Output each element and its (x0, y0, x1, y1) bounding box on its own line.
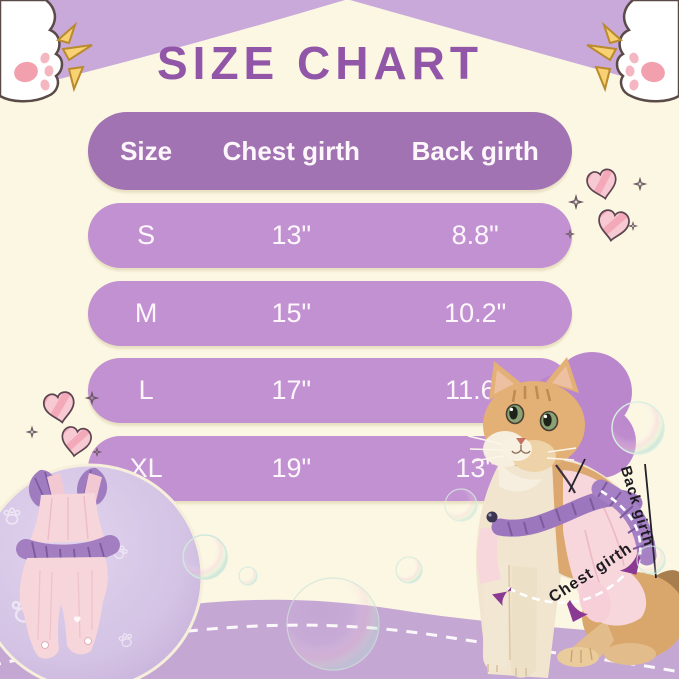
header-chest-girth: Chest girth (222, 135, 360, 166)
waist-ruffle (16, 535, 120, 565)
cell-size: S (137, 220, 156, 250)
cell-back: 8.8" (451, 220, 499, 250)
decor-hearts-right (566, 166, 646, 245)
bell-highlight (488, 513, 492, 517)
cat-hind-foot (566, 620, 614, 666)
bubble-icon (286, 577, 380, 671)
snap-button (84, 637, 92, 645)
bubble-icon (636, 545, 666, 575)
heart-icon (584, 166, 621, 203)
cat-front-leg (483, 560, 509, 670)
shoulder-ruffle (28, 469, 59, 508)
bubble-icon (238, 566, 258, 586)
cat-paw (557, 647, 599, 667)
cell-back: 10.2" (444, 298, 507, 328)
header-size: Size (120, 135, 173, 166)
sparkle-icon (566, 178, 646, 238)
cat-toe-lines (487, 664, 527, 676)
leg-divider (508, 564, 511, 661)
cell-size: M (134, 298, 158, 328)
heart-embroidery (74, 616, 81, 623)
cell-chest: 19" (271, 453, 312, 483)
bubble-icon (611, 401, 665, 455)
garment-strap (47, 473, 66, 501)
header-back-girth: Back girth (411, 135, 539, 166)
cell-chest: 17" (271, 375, 312, 405)
page-title: SIZE CHART (157, 37, 483, 89)
product-garment (16, 467, 120, 659)
snap-button (41, 641, 49, 649)
garment-ruffle-collar (491, 489, 643, 537)
table-row: M 15" 10.2" (88, 281, 572, 346)
table-header-row: Size Chest girth Back girth (88, 112, 572, 190)
table-row: S 13" 8.8" (88, 203, 572, 268)
bodice-ribbing (47, 495, 89, 541)
paw-pad (641, 61, 665, 83)
cat-tail (648, 570, 679, 628)
cat-rear-paw (604, 643, 656, 665)
pants-ribbing (37, 569, 93, 641)
bubble-icon (182, 534, 228, 580)
garment-chest-panel (477, 528, 501, 584)
cat-front-leg (511, 566, 537, 678)
cell-back: 13" (455, 453, 495, 483)
bubble-icon (395, 556, 423, 584)
garment-bodice (29, 493, 106, 543)
table-row: XL 19" 13" (88, 436, 572, 501)
cell-size: L (138, 375, 154, 405)
cell-chest: 15" (271, 298, 312, 328)
garment-pants (19, 557, 108, 659)
bottom-band (0, 599, 679, 679)
cell-size: XL (129, 453, 163, 483)
cell-chest: 13" (271, 220, 312, 250)
table-row: L 17" 11.6" (88, 358, 572, 423)
paw-icon (3, 507, 135, 649)
cat-hind-leg (582, 572, 679, 660)
ruffle-folds (31, 541, 105, 564)
bell (486, 511, 498, 523)
heart-icon (41, 389, 79, 427)
cat-toe-lines (570, 647, 593, 663)
heart-icon (594, 207, 632, 245)
back-girth-label: Back girth (616, 464, 658, 549)
bottom-band-dashed-line (0, 623, 679, 674)
chest-girth-label: Chest girth (546, 540, 636, 607)
cell-back: 11.6" (445, 375, 506, 405)
